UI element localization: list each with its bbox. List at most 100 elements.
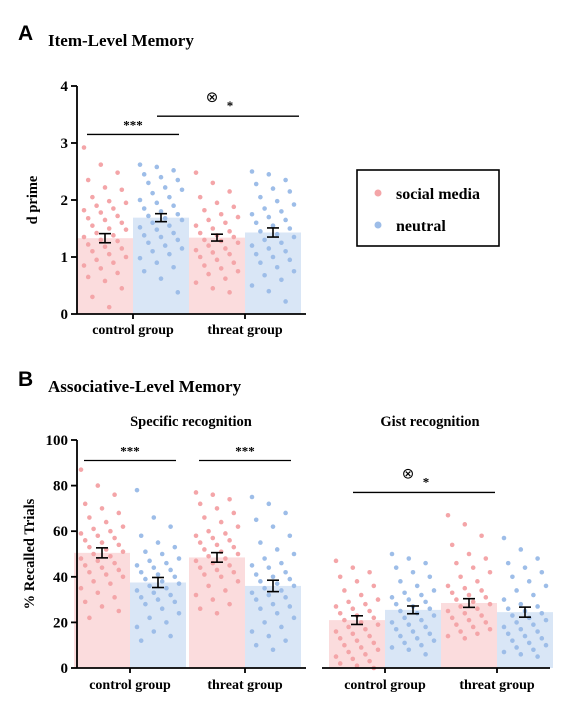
point-neutral-threat-group <box>518 547 524 552</box>
point-social-media-control-group <box>78 467 84 472</box>
point-neutral-control-group <box>431 638 437 643</box>
point-neutral-control-group <box>167 223 172 228</box>
point-neutral-control-group <box>179 217 185 223</box>
point-neutral-threat-group <box>270 186 276 191</box>
point-neutral-threat-group <box>283 638 288 643</box>
point-social-media-control-group <box>85 215 91 221</box>
point-social-media-control-group <box>115 170 120 175</box>
point-social-media-control-group <box>346 599 351 605</box>
point-social-media-control-group <box>94 257 99 263</box>
point-neutral-control-group <box>171 230 176 236</box>
point-neutral-threat-group <box>291 615 297 621</box>
point-social-media-control-group <box>350 656 356 662</box>
point-neutral-threat-group <box>249 629 255 634</box>
point-neutral-control-group <box>141 268 147 274</box>
point-social-media-threat-group <box>218 519 224 525</box>
point-neutral-control-group <box>389 595 395 600</box>
point-neutral-control-group <box>141 206 147 211</box>
point-social-media-control-group <box>346 649 351 655</box>
point-social-media-threat-group <box>206 583 211 589</box>
point-neutral-threat-group <box>526 640 532 646</box>
point-neutral-threat-group <box>505 560 511 566</box>
point-neutral-control-group <box>175 177 181 183</box>
point-neutral-control-group <box>138 533 144 539</box>
point-social-media-control-group <box>342 588 347 593</box>
point-social-media-threat-group <box>202 572 207 577</box>
point-neutral-threat-group <box>266 592 272 598</box>
point-neutral-threat-group <box>266 565 272 570</box>
point-neutral-control-group <box>159 606 165 612</box>
point-neutral-control-group <box>143 549 148 555</box>
point-social-media-threat-group <box>193 170 199 175</box>
point-neutral-threat-group <box>539 610 545 616</box>
point-neutral-threat-group <box>258 194 263 200</box>
y-tick-label: 0 <box>61 307 69 323</box>
point-neutral-threat-group <box>283 569 288 575</box>
point-social-media-control-group <box>367 569 372 575</box>
point-neutral-control-group <box>406 597 412 602</box>
point-social-media-threat-group <box>214 200 220 206</box>
point-neutral-control-group <box>398 633 403 639</box>
point-social-media-threat-group <box>210 250 216 255</box>
point-social-media-threat-group <box>462 585 468 591</box>
point-social-media-threat-group <box>214 542 220 548</box>
point-social-media-threat-group <box>197 565 203 570</box>
point-social-media-control-group <box>333 654 339 659</box>
point-social-media-control-group <box>112 560 117 566</box>
point-neutral-threat-group <box>262 620 267 625</box>
point-social-media-control-group <box>112 492 117 498</box>
point-neutral-control-group <box>146 180 151 186</box>
point-neutral-control-group <box>410 629 416 634</box>
point-social-media-control-group <box>102 278 108 284</box>
point-neutral-control-group <box>159 551 165 557</box>
point-neutral-control-group <box>171 168 176 173</box>
point-social-media-control-group <box>90 194 95 200</box>
category-label-threat-group: threat group <box>207 678 283 693</box>
point-social-media-control-group <box>82 599 88 605</box>
point-social-media-control-group <box>375 622 381 627</box>
point-social-media-threat-group <box>210 226 216 231</box>
point-social-media-threat-group <box>214 257 220 263</box>
point-neutral-threat-group <box>262 556 267 561</box>
point-neutral-threat-group <box>505 631 511 637</box>
point-neutral-threat-group <box>258 229 263 234</box>
category-label-control-group: control group <box>344 678 426 693</box>
point-social-media-control-group <box>106 251 112 257</box>
point-social-media-control-group <box>78 585 84 591</box>
point-social-media-threat-group <box>223 246 228 251</box>
point-social-media-control-group <box>90 294 95 300</box>
point-social-media-threat-group <box>202 237 207 243</box>
point-social-media-control-group <box>108 528 113 534</box>
point-neutral-threat-group <box>283 299 288 304</box>
point-social-media-threat-group <box>458 604 463 609</box>
point-neutral-threat-group <box>287 257 293 263</box>
interaction-marker: ⊗ <box>402 464 415 482</box>
point-social-media-control-group <box>116 567 122 573</box>
point-neutral-threat-group <box>279 624 284 630</box>
category-label-threat-group: threat group <box>207 323 283 338</box>
point-social-media-control-group <box>337 661 343 666</box>
point-social-media-threat-group <box>466 592 472 598</box>
point-social-media-control-group <box>91 551 96 557</box>
point-neutral-control-group <box>423 652 428 657</box>
legend-label-social-media: social media <box>396 186 480 203</box>
point-neutral-control-group <box>164 560 169 566</box>
point-neutral-threat-group <box>253 251 259 257</box>
point-neutral-threat-group <box>266 246 272 251</box>
point-social-media-threat-group <box>231 204 237 210</box>
point-neutral-control-group <box>427 606 433 612</box>
point-neutral-control-group <box>137 197 143 203</box>
point-social-media-threat-group <box>197 194 203 200</box>
point-social-media-threat-group <box>210 180 216 186</box>
point-neutral-control-group <box>141 172 147 177</box>
point-neutral-control-group <box>419 592 424 598</box>
point-social-media-threat-group <box>202 547 207 552</box>
significance-stars: *** <box>123 117 143 132</box>
point-neutral-control-group <box>154 227 160 232</box>
point-social-media-control-group <box>337 574 343 580</box>
point-neutral-threat-group <box>274 547 280 552</box>
significance-star: * <box>227 98 234 113</box>
point-social-media-threat-group <box>445 583 451 589</box>
legend-swatch-neutral <box>374 221 382 229</box>
point-neutral-threat-group <box>279 209 284 214</box>
